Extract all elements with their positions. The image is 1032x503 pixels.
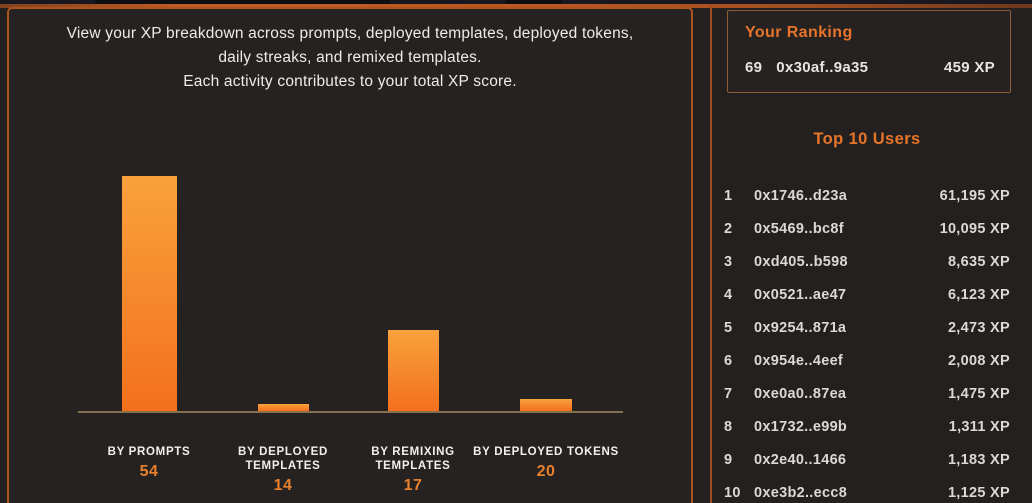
user-xp-value: 2,008 XP	[947, 352, 1010, 369]
chart-bar-4	[520, 399, 572, 411]
your-wallet-address: 0x30af..9a35	[776, 59, 869, 76]
user-xp-value: 2,473 XP	[947, 319, 1010, 336]
top-user-row-7: 7 0xe0a0..87ea 1,475 XP	[724, 377, 1010, 410]
chart-category-block-1: BY PROMPTS 54	[74, 445, 224, 481]
user-wallet-address: 0x0521..ae47	[754, 286, 847, 303]
chart-category-block-3: BY REMIXING TEMPLATES 17	[338, 445, 488, 495]
user-wallet-address: 0xe0a0..87ea	[754, 385, 847, 402]
your-ranking-title: Your Ranking	[745, 24, 853, 41]
user-xp-value: 1,311 XP	[948, 418, 1010, 435]
user-rank: 9	[724, 451, 733, 468]
user-rank: 7	[724, 385, 733, 402]
user-wallet-address: 0x1732..e99b	[754, 418, 848, 435]
top-user-row-4: 4 0x0521..ae47 6,123 XP	[724, 278, 1010, 311]
top-user-row-10: 10 0xe3b2..ecc8 1,125 XP	[724, 476, 1010, 503]
user-xp-value: 8,635 XP	[947, 253, 1010, 270]
user-wallet-address: 0x9254..871a	[754, 319, 847, 336]
top-user-row-1: 1 0x1746..d23a 61,195 XP	[724, 179, 1010, 212]
chart-category-value: 17	[403, 477, 423, 494]
panel-description: View your XP breakdown across prompts, d…	[53, 22, 647, 94]
vertical-divider	[710, 6, 712, 503]
user-xp-value: 61,195 XP	[939, 187, 1010, 204]
user-wallet-address: 0xd405..b598	[754, 253, 848, 270]
user-rank: 6	[724, 352, 733, 369]
user-wallet-address: 0xe3b2..ecc8	[754, 484, 848, 501]
user-xp-value: 10,095 XP	[939, 220, 1010, 237]
top-user-row-3: 3 0xd405..b598 8,635 XP	[724, 245, 1010, 278]
your-rank: 69	[745, 59, 763, 76]
chart-category-value: 20	[536, 463, 556, 480]
chart-x-axis	[78, 411, 623, 413]
description-sentence-1: View your XP breakdown across prompts, d…	[66, 25, 634, 66]
chart-category-label: BY PROMPTS	[107, 446, 191, 458]
user-xp-value: 1,475 XP	[947, 385, 1010, 402]
top-orange-divider	[0, 4, 1032, 8]
top-user-row-2: 2 0x5469..bc8f 10,095 XP	[724, 212, 1010, 245]
chart-bar-1	[121, 176, 177, 411]
cutoff-element-top-center	[505, 0, 562, 5]
user-wallet-address: 0x2e40..1466	[754, 451, 847, 468]
top-user-row-6: 6 0x954e..4eef 2,008 XP	[724, 344, 1010, 377]
xp-breakdown-panel: View your XP breakdown across prompts, d…	[7, 7, 693, 503]
user-rank: 8	[724, 418, 733, 435]
chart-category-value: 54	[139, 463, 159, 480]
user-rank: 10	[724, 484, 741, 501]
your-ranking-card: Your Ranking 69 0x30af..9a35 459 XP	[727, 10, 1011, 93]
user-rank: 3	[724, 253, 733, 270]
user-wallet-address: 0x5469..bc8f	[754, 220, 844, 237]
chart-bar-2	[257, 404, 309, 411]
chart-category-label: BY DEPLOYED TEMPLATES	[238, 446, 328, 472]
user-xp-value: 1,125 XP	[947, 484, 1010, 501]
top-users-list: 1 0x1746..d23a 61,195 XP 2 0x5469..bc8f 10,09…	[724, 179, 1010, 503]
chart-category-label: BY REMIXING TEMPLATES	[371, 446, 455, 472]
your-ranking-row: 69 0x30af..9a35 459 XP	[745, 59, 995, 76]
top-user-row-9: 9 0x2e40..1466 1,183 XP	[724, 443, 1010, 476]
user-rank: 2	[724, 220, 733, 237]
user-xp-value: 1,183 XP	[947, 451, 1010, 468]
user-xp-value: 6,123 XP	[947, 286, 1010, 303]
user-wallet-address: 0x954e..4eef	[754, 352, 844, 369]
cutoff-element-top-left	[95, 0, 390, 6]
user-rank: 5	[724, 319, 733, 336]
user-rank: 4	[724, 286, 733, 303]
top-user-row-8: 8 0x1732..e99b 1,311 XP	[724, 410, 1010, 443]
description-sentence-2: Each activity contributes to your total …	[183, 73, 517, 90]
your-xp-value: 459 XP	[943, 59, 995, 76]
user-wallet-address: 0x1746..d23a	[754, 187, 848, 204]
chart-category-value: 14	[273, 477, 293, 494]
top-users-title: Top 10 Users	[813, 130, 921, 148]
user-rank: 1	[724, 187, 733, 204]
chart-category-block-2: BY DEPLOYED TEMPLATES 14	[208, 445, 358, 495]
top-user-row-5: 5 0x9254..871a 2,473 XP	[724, 311, 1010, 344]
chart-category-block-4: BY DEPLOYED TOKENS 20	[471, 445, 621, 481]
chart-bar-3	[387, 330, 439, 411]
chart-category-label: BY DEPLOYED TOKENS	[473, 446, 619, 458]
